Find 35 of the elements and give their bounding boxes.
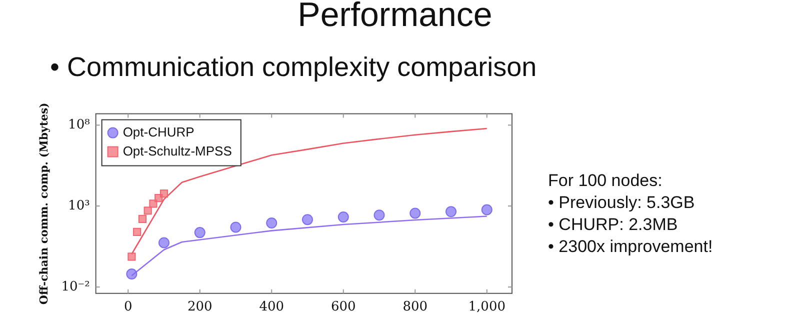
text: • Previously: 5.3GB: [548, 192, 696, 214]
y-tick-label: 10⁸: [68, 117, 90, 132]
y-axis-title: Off-chain comm. comp. (Mbytes): [37, 102, 50, 305]
text: For 100 nodes:: [548, 170, 664, 192]
x-tick-label: 0: [124, 300, 132, 315]
point: [149, 200, 158, 208]
point: [481, 204, 492, 216]
y-tick-label: 10⁻²: [61, 279, 90, 294]
chart-subtitle: • Communication complexity comparison: [50, 52, 537, 82]
point: [302, 214, 313, 226]
point: [138, 214, 146, 223]
point: [374, 210, 385, 221]
x-tick-label: 600: [330, 300, 356, 315]
point: [133, 228, 142, 236]
x-tick-label: 200: [187, 300, 212, 315]
point: [230, 222, 242, 233]
point: [128, 252, 136, 261]
legend-label: Opt-CHURP: [122, 124, 194, 140]
point: [158, 237, 170, 248]
x-tick-label: 400: [259, 300, 284, 315]
point: [338, 212, 349, 223]
point: [144, 206, 152, 215]
point: [410, 208, 421, 219]
point: [160, 190, 168, 198]
point: [194, 227, 206, 238]
point: [446, 206, 457, 218]
text: • 2300x improvement!: [548, 236, 713, 258]
point: [126, 268, 138, 280]
x-tick-label: 1,000: [468, 300, 506, 315]
y-tick-label: 10³: [68, 198, 90, 214]
point: [266, 218, 278, 229]
x-tick-label: 800: [402, 300, 428, 315]
text: • CHURP: 2.3MB: [548, 214, 679, 236]
chart-title: Performance: [296, 0, 494, 35]
legend-label: Opt-Schultz-MPSS: [122, 143, 232, 158]
